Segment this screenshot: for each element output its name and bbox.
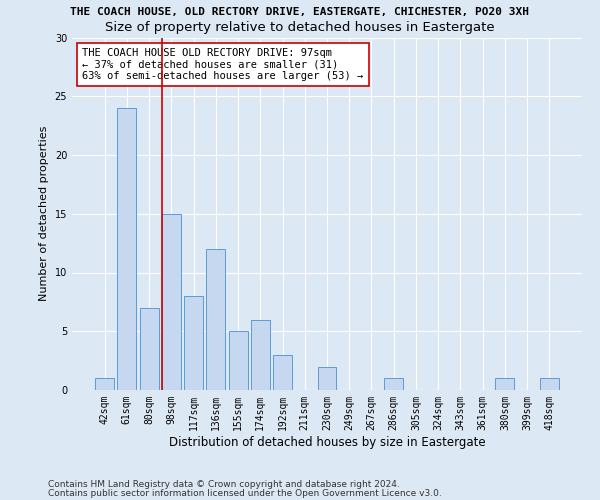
Bar [140,308,158,390]
Bar [540,378,559,390]
Bar [184,296,203,390]
Bar [251,320,270,390]
Bar [273,355,292,390]
Text: THE COACH HOUSE, OLD RECTORY DRIVE, EASTERGATE, CHICHESTER, PO20 3XH: THE COACH HOUSE, OLD RECTORY DRIVE, EAST… [71,8,530,18]
Text: Contains HM Land Registry data © Crown copyright and database right 2024.: Contains HM Land Registry data © Crown c… [48,480,400,489]
Bar [162,214,181,390]
Text: Contains public sector information licensed under the Open Government Licence v3: Contains public sector information licen… [48,488,442,498]
Bar [229,331,248,390]
Bar [118,108,136,390]
Bar [317,366,337,390]
Text: THE COACH HOUSE OLD RECTORY DRIVE: 97sqm
← 37% of detached houses are smaller (3: THE COACH HOUSE OLD RECTORY DRIVE: 97sqm… [82,48,364,82]
Bar [95,378,114,390]
Y-axis label: Number of detached properties: Number of detached properties [39,126,49,302]
Bar [496,378,514,390]
Bar [384,378,403,390]
X-axis label: Distribution of detached houses by size in Eastergate: Distribution of detached houses by size … [169,436,485,448]
Bar [206,249,225,390]
Text: Size of property relative to detached houses in Eastergate: Size of property relative to detached ho… [105,21,495,34]
